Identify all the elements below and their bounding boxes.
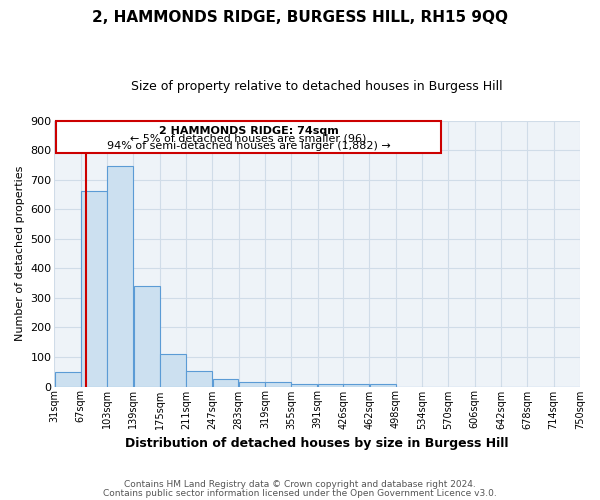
Bar bbox=[318, 384, 344, 386]
Bar bbox=[265, 382, 291, 386]
FancyBboxPatch shape bbox=[56, 121, 441, 153]
Bar bbox=[134, 286, 160, 386]
Bar bbox=[107, 166, 133, 386]
Bar bbox=[212, 378, 238, 386]
Title: Size of property relative to detached houses in Burgess Hill: Size of property relative to detached ho… bbox=[131, 80, 503, 93]
Bar bbox=[186, 371, 212, 386]
Bar bbox=[292, 384, 317, 386]
Bar bbox=[239, 382, 265, 386]
X-axis label: Distribution of detached houses by size in Burgess Hill: Distribution of detached houses by size … bbox=[125, 437, 509, 450]
Text: ← 5% of detached houses are smaller (96): ← 5% of detached houses are smaller (96) bbox=[130, 134, 367, 143]
Bar bbox=[81, 192, 107, 386]
Bar bbox=[343, 384, 370, 386]
Text: 94% of semi-detached houses are larger (1,882) →: 94% of semi-detached houses are larger (… bbox=[107, 141, 391, 151]
Text: 2 HAMMONDS RIDGE: 74sqm: 2 HAMMONDS RIDGE: 74sqm bbox=[158, 126, 338, 136]
Bar bbox=[55, 372, 80, 386]
Text: Contains HM Land Registry data © Crown copyright and database right 2024.: Contains HM Land Registry data © Crown c… bbox=[124, 480, 476, 489]
Bar bbox=[160, 354, 186, 386]
Text: 2, HAMMONDS RIDGE, BURGESS HILL, RH15 9QQ: 2, HAMMONDS RIDGE, BURGESS HILL, RH15 9Q… bbox=[92, 10, 508, 25]
Y-axis label: Number of detached properties: Number of detached properties bbox=[15, 166, 25, 341]
Bar bbox=[370, 384, 395, 386]
Text: Contains public sector information licensed under the Open Government Licence v3: Contains public sector information licen… bbox=[103, 488, 497, 498]
